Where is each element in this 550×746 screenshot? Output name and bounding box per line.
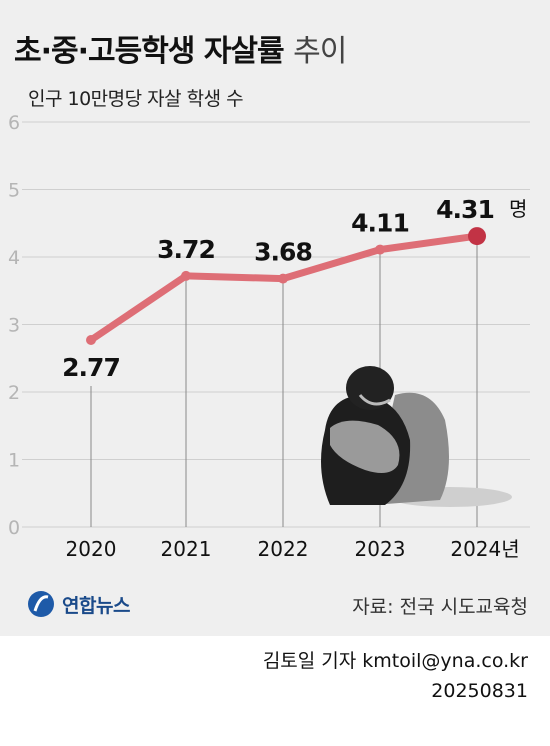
unit-label: 명	[509, 197, 527, 221]
x-axis-ticks: 2020 2021 2022 2023 2024년	[66, 537, 520, 561]
chart-panel	[0, 0, 550, 636]
y-tick-label: 3	[8, 315, 20, 337]
data-label: 3.68	[254, 238, 312, 267]
x-tick-label: 2021	[161, 537, 212, 561]
y-tick-label: 4	[8, 247, 20, 269]
y-tick-label: 5	[8, 180, 20, 202]
x-tick-label: 2024년	[450, 537, 519, 561]
y-tick-label: 6	[8, 112, 20, 134]
data-label: 4.31	[436, 195, 494, 224]
data-label: 2.77	[62, 353, 120, 382]
publish-date: 20250831	[431, 680, 528, 702]
data-point	[375, 244, 385, 255]
data-point	[181, 270, 191, 281]
data-label: 4.11	[351, 209, 409, 238]
x-tick-label: 2020	[66, 537, 117, 561]
data-points	[86, 227, 486, 346]
data-labels: 2.77 3.72 3.68 4.11 4.31 명	[62, 195, 527, 382]
credit: 김토일 기자 kmtoil@yna.co.kr 20250831	[263, 646, 528, 706]
y-tick-label: 1	[8, 450, 20, 472]
data-point	[468, 227, 486, 246]
y-tick-label: 0	[8, 517, 20, 539]
y-tick-label: 2	[8, 382, 20, 404]
y-axis-ticks: 0 1 2 3 4 5 6	[8, 112, 20, 539]
chart-subtitle: 인구 10만명당 자살 학생 수	[28, 88, 244, 110]
yonhap-logo: 연합뉴스	[26, 588, 130, 620]
data-point	[86, 335, 96, 346]
chart-title: 초·중·고등학생 자살률 추이	[14, 34, 347, 69]
x-tick-label: 2022	[258, 537, 309, 561]
author: 김토일 기자 kmtoil@yna.co.kr	[262, 650, 528, 672]
line-chart: 2.773.72 3.684.11 4.31 명 2020 2021 2022 2023 20…	[8, 112, 530, 561]
data-label: 3.72	[157, 235, 215, 264]
yonhap-globe-icon	[28, 591, 54, 617]
logo-text: 연합뉴스	[62, 594, 130, 617]
chart-grid	[22, 121, 530, 528]
x-tick-label: 2023	[355, 537, 406, 561]
data-source: 자료: 전국 시도교육청	[352, 596, 528, 618]
data-point	[278, 273, 288, 284]
sad-student-illustration	[321, 366, 512, 507]
